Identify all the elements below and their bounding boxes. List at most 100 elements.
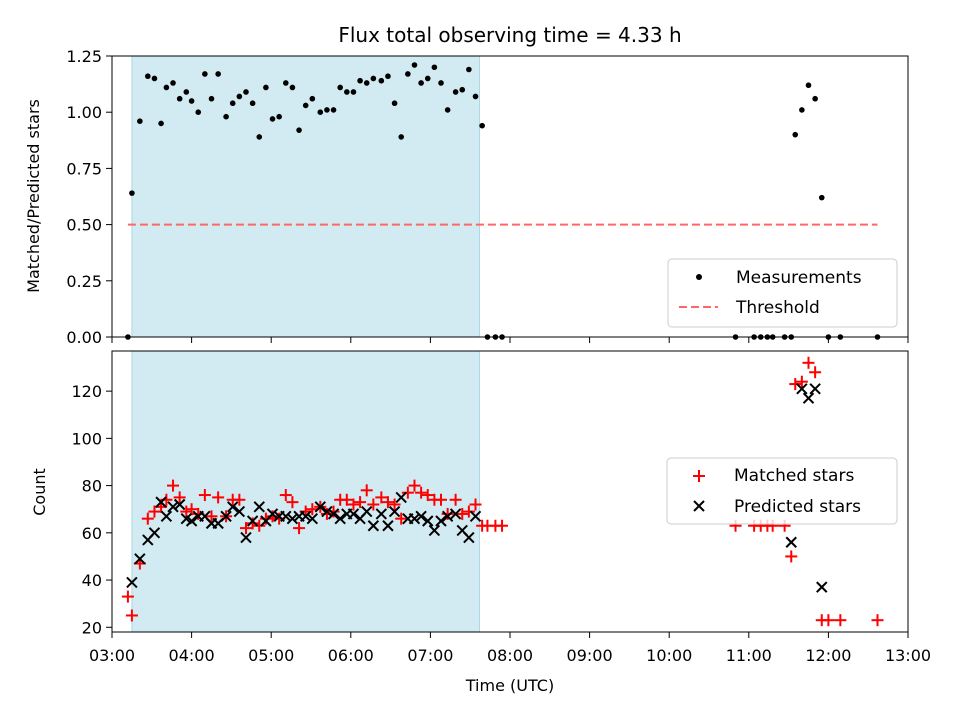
data-point: [398, 134, 405, 140]
data-point: [148, 527, 161, 539]
x-tick-label: 11:00: [726, 646, 772, 665]
bottom-x-ticks: 03:00 04:00 05:00 06:00 07:00 08:00 09:00 10:00…: [89, 632, 931, 665]
data-point: [428, 524, 441, 537]
data-point: [347, 498, 360, 511]
data-point: [354, 496, 367, 509]
data-point: [141, 512, 154, 525]
data-point: [282, 80, 289, 86]
data-point: [266, 510, 279, 523]
data-point: [220, 510, 232, 523]
data-point: [170, 80, 176, 86]
data-point: [188, 98, 195, 104]
data-point: [195, 109, 202, 115]
data-point: [785, 550, 798, 563]
data-point: [405, 71, 411, 77]
data-point: [296, 127, 302, 133]
data-point: [459, 86, 466, 93]
series-measurements: [125, 62, 881, 340]
data-point: [408, 479, 421, 492]
bottom-y-ticks: 20 40 60 80 100 120: [71, 382, 112, 637]
y-tick-label: 1.25: [66, 47, 102, 66]
data-point: [452, 89, 459, 95]
top-x-ticks: [111, 337, 909, 343]
data-point: [395, 491, 407, 504]
series-predicted-stars: [126, 383, 828, 593]
data-point: [347, 508, 360, 520]
data-point: [411, 62, 418, 68]
data-point: [286, 512, 299, 525]
data-point: [236, 93, 243, 100]
data-point: [378, 77, 385, 84]
top-y-ticks: 0.00 0.25 0.50 0.75 1.00 1.25: [66, 47, 112, 347]
data-point: [266, 508, 279, 520]
data-point: [462, 505, 475, 518]
data-point: [469, 510, 482, 523]
data-point: [173, 491, 186, 504]
top-panel: 0.00 0.25 0.50 0.75 1.00 1.25 Flux total obse…: [24, 23, 909, 347]
x-tick-label: 12:00: [805, 646, 851, 665]
data-point: [212, 491, 225, 504]
data-point: [382, 520, 394, 532]
data-point: [472, 93, 479, 100]
data-point: [145, 73, 151, 80]
x-tick-label: 08:00: [487, 646, 533, 665]
y-tick-label: 1.00: [66, 103, 102, 122]
data-point: [317, 109, 324, 115]
x-tick-label: 10:00: [646, 646, 692, 665]
legend-label-predicted-stars: Predicted stars: [734, 497, 861, 517]
x-tick-label: 06:00: [328, 646, 374, 665]
data-point: [256, 134, 263, 140]
data-point: [215, 71, 221, 77]
legend-marker-measurements: [696, 274, 702, 280]
data-point: [233, 493, 246, 506]
data-point: [795, 375, 808, 388]
x-tick-label: 04:00: [169, 646, 215, 665]
data-point: [381, 496, 394, 509]
data-point: [167, 479, 180, 492]
data-point: [151, 75, 158, 82]
data-point: [320, 507, 333, 520]
data-point: [479, 122, 485, 129]
data-point: [148, 505, 161, 518]
x-tick-label: 09:00: [567, 646, 613, 665]
data-point: [227, 501, 239, 513]
data-point: [449, 493, 462, 506]
data-point: [802, 392, 815, 404]
data-point: [276, 113, 282, 120]
series-matched-stars: [121, 356, 884, 627]
data-point: [279, 489, 292, 502]
data-point: [327, 505, 340, 518]
data-point: [441, 510, 454, 523]
x-tick-label: 13:00: [885, 646, 931, 665]
data-point: [324, 107, 330, 113]
data-point: [137, 118, 143, 124]
data-point: [809, 383, 821, 395]
data-point: [422, 515, 434, 527]
data-point: [263, 84, 269, 91]
data-point: [280, 510, 292, 523]
data-point: [367, 498, 380, 511]
x-tick-label: 05:00: [248, 646, 294, 665]
data-point: [173, 498, 186, 511]
y-tick-label: 0.75: [66, 159, 102, 178]
data-point: [259, 512, 272, 525]
data-point: [357, 77, 363, 84]
data-point: [367, 520, 380, 532]
bottom-y-axis-label: Count: [30, 468, 49, 516]
bottom-legend-box: [666, 457, 898, 525]
data-point: [388, 505, 401, 518]
data-point: [158, 120, 164, 127]
data-point: [435, 493, 448, 506]
data-point: [180, 505, 193, 518]
data-point: [822, 614, 835, 627]
y-tick-label: 20: [82, 618, 102, 637]
data-point: [155, 496, 167, 508]
top-y-axis-label: Matched/Predicted stars: [24, 99, 43, 293]
y-tick-label: 40: [82, 571, 102, 590]
data-point: [395, 512, 408, 525]
data-point: [293, 522, 306, 535]
data-point: [802, 356, 815, 369]
data-point: [223, 113, 229, 120]
data-point: [456, 507, 469, 520]
data-point: [363, 80, 370, 86]
